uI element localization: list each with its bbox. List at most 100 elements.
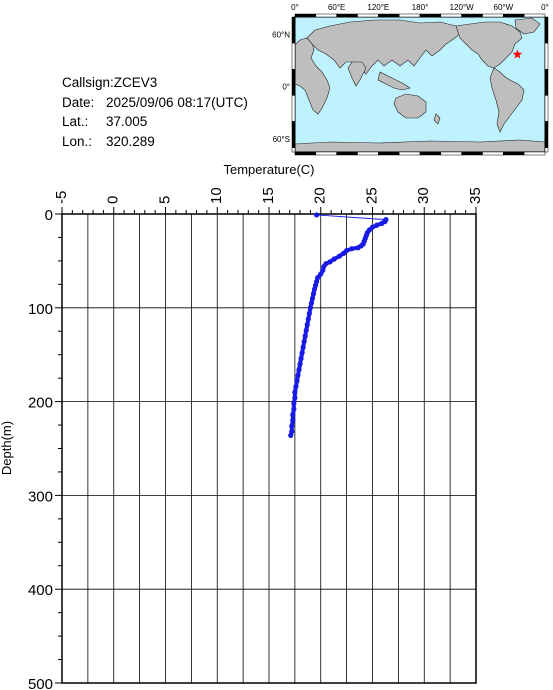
data-point (292, 389, 298, 395)
map-frame-segment (482, 151, 504, 156)
land-australia (393, 93, 427, 119)
data-point (291, 406, 297, 412)
data-point (309, 295, 316, 302)
data-point (308, 300, 315, 306)
map-frame-segment (461, 13, 483, 18)
data-point (300, 344, 306, 350)
data-point (304, 322, 310, 328)
land-antarctica (294, 139, 546, 153)
callsign-value: ZCEV3 (114, 75, 158, 90)
land-greenland (514, 17, 541, 35)
map-frame-segment (291, 16, 296, 44)
data-point (349, 246, 355, 252)
map-lon-label: 0° (291, 3, 299, 12)
map-labels: 0° 60°E 120°E 180° 120°W 60°W 0° 60°N 0° 60°S (272, 3, 549, 144)
data-point (355, 245, 361, 251)
map-frame-segment (503, 13, 525, 18)
plot-frame (61, 213, 477, 684)
map-frame-segment (461, 151, 483, 156)
x-tick-label: 20 (312, 187, 329, 204)
map-frame-segment (378, 151, 400, 156)
map-land (294, 17, 546, 153)
data-point (331, 256, 337, 262)
x-axis-title: Temperature(C) (223, 162, 314, 177)
data-point (379, 220, 385, 226)
date-value: 2025/09/06 08:17(UTC) (106, 95, 248, 110)
data-point (302, 333, 308, 339)
map-lon-label: 0° (541, 3, 549, 12)
land-eurasia (306, 19, 463, 75)
lon-label: Lon.: (62, 134, 92, 149)
y-tick-label: 400 (28, 582, 53, 599)
data-point (301, 338, 307, 345)
map-frame-segment (523, 13, 546, 18)
map-frame-segment (523, 151, 546, 156)
map-frame-segment (544, 16, 549, 44)
map-lon-label: 120°W (450, 3, 475, 12)
data-point (306, 310, 312, 317)
location-map: 0° 60°E 120°E 180° 120°W 60°W 0° 60°N 0° 60°S (272, 3, 549, 156)
map-frame-segment (315, 13, 337, 18)
data-point (310, 291, 317, 297)
y-tick-labels: 0 100 200 300 400 500 (28, 207, 53, 690)
x-tick-label: 30 (415, 187, 432, 204)
map-frame-segment (419, 151, 442, 156)
data-point (288, 432, 294, 438)
map-frame-segment (544, 42, 549, 70)
map-frame-segment (357, 151, 379, 156)
date-label: Date: (62, 95, 94, 110)
map-lon-label: 60°E (328, 3, 345, 12)
map-frame-segment (357, 13, 379, 18)
map-frame-segment (419, 13, 442, 18)
map-frame-segment (440, 13, 462, 18)
data-point (296, 367, 302, 373)
star-icon (512, 49, 523, 59)
map-frame-segment (482, 13, 504, 18)
map-frame-ticks (291, 13, 549, 156)
map-frame-segment (294, 151, 317, 156)
data-point (293, 383, 299, 390)
map-frame-segment (503, 151, 525, 156)
x-tick-label: 0 (105, 196, 122, 204)
land-india (347, 61, 367, 87)
data-point (307, 305, 313, 311)
data-point (340, 250, 347, 256)
x-tick-label: 35 (467, 187, 484, 204)
data-point (374, 222, 380, 228)
map-frame-segment (336, 13, 358, 18)
map-frame-segment (398, 13, 421, 18)
map-frame-segment (440, 151, 462, 156)
data-point (295, 372, 301, 378)
map-frame-segment (544, 121, 549, 148)
map-frame-segment (398, 151, 421, 156)
x-tick-label: -5 (53, 191, 70, 204)
map-lat-label: 60°S (273, 135, 290, 144)
x-tick-label: 15 (260, 187, 277, 204)
x-tick-label: 5 (156, 196, 173, 204)
data-point (298, 355, 304, 362)
data-point (314, 212, 320, 218)
data-point (299, 350, 305, 356)
map-frame-segment (544, 147, 549, 153)
map-frame-segment (291, 121, 296, 148)
data-point (294, 378, 300, 384)
data-point (290, 417, 296, 423)
data-point (291, 400, 297, 407)
y-tick-label: 200 (28, 395, 53, 412)
data-point (297, 361, 303, 367)
map-frame-segment (291, 42, 296, 70)
map-frame-segment (544, 69, 549, 96)
callsign-line: Callsign:ZCEV3 (62, 75, 157, 90)
data-point (290, 412, 296, 418)
y-tick-label: 100 (28, 301, 53, 318)
map-lon-label: 120°E (367, 3, 389, 12)
data-point (327, 259, 333, 265)
data-point (292, 395, 298, 401)
y-tick-label: 500 (28, 676, 53, 690)
data-point (305, 316, 311, 322)
callsign-label: Callsign: (62, 75, 114, 90)
map-frame-segment (294, 13, 317, 18)
map-frame-segment (291, 147, 296, 153)
data-point (311, 286, 318, 292)
